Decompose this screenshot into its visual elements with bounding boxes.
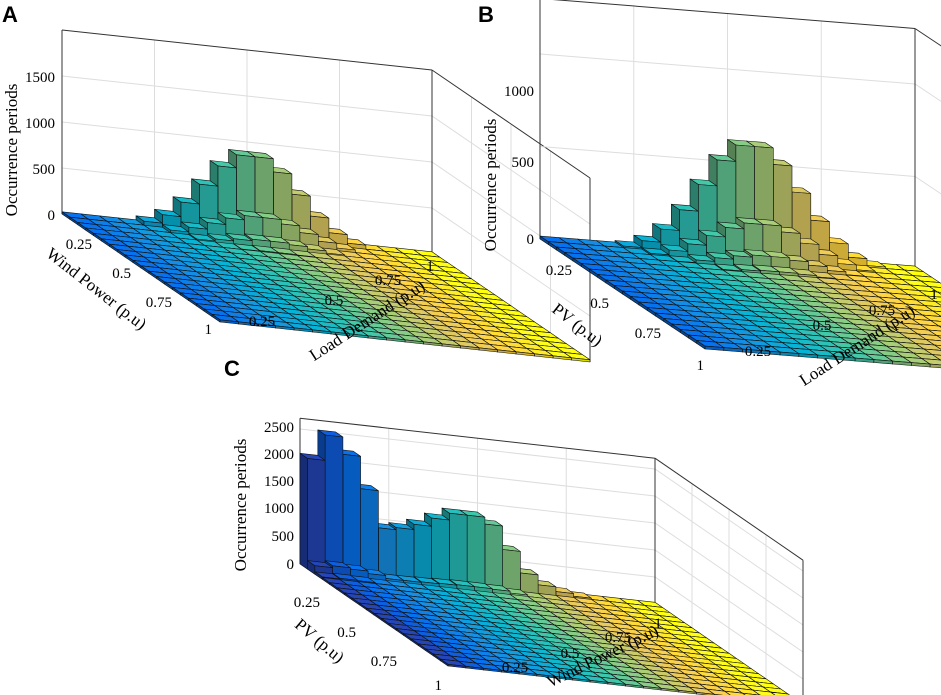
panel-b-y-ticks: 0.25 0.5 0.75 1 bbox=[546, 263, 704, 374]
panel-b-y-tick: 0.5 bbox=[590, 296, 609, 312]
panel-c-z-ticks: 0 500 1000 1500 2000 2500 bbox=[264, 420, 294, 573]
panel-b-y-tick: 1 bbox=[697, 358, 705, 374]
bar bbox=[299, 452, 326, 572]
panel-c-x-tick: 0.25 bbox=[502, 660, 528, 676]
panel-a-x-tick: 0.5 bbox=[325, 293, 344, 309]
panel-a-y-ticks: 0.25 0.5 0.75 1 bbox=[66, 237, 212, 338]
panel-b-x-tick: 0.25 bbox=[745, 344, 771, 360]
panel-a-z-label: Occurrence periods bbox=[2, 84, 21, 217]
panel-c-y-tick: 0.75 bbox=[371, 654, 397, 670]
panel-c-x-tick: 0.75 bbox=[605, 630, 631, 646]
panel-a-x-ticks: 0.25 0.5 0.75 1 bbox=[249, 259, 434, 330]
panel-c-label: C bbox=[224, 356, 240, 381]
axis-edge bbox=[431, 69, 591, 179]
panel-b-z-tick: 1000 bbox=[504, 84, 534, 100]
panel-b-z-label: Occurrence periods bbox=[481, 119, 500, 252]
panel-c-x-tick: 1 bbox=[654, 616, 662, 632]
axis-edge bbox=[552, 0, 916, 29]
panel-a-z-tick: 0 bbox=[48, 208, 56, 224]
panel-c-z-tick: 1500 bbox=[264, 474, 294, 490]
panel-c-bars bbox=[299, 429, 791, 695]
panel-b-y-tick: 0.25 bbox=[546, 263, 572, 279]
panel-a-z-tick: 1500 bbox=[25, 70, 55, 86]
panel-a-z-tick: 1000 bbox=[25, 116, 55, 132]
panel-c-y-tick: 1 bbox=[435, 678, 443, 694]
panel-c-z-tick: 1000 bbox=[264, 501, 294, 517]
axis-edge bbox=[654, 457, 804, 561]
panel-a-z-ticks: 0 500 1000 1500 bbox=[25, 70, 55, 224]
panel-c-x-tick: 0.5 bbox=[561, 646, 580, 662]
panel-a-y-tick: 0.75 bbox=[146, 295, 172, 311]
bar bbox=[440, 658, 467, 669]
panel-a-y-tick: 0.5 bbox=[112, 266, 131, 282]
panel-b-x-ticks: 0.25 0.5 0.75 1 bbox=[745, 287, 938, 360]
bar bbox=[211, 314, 239, 325]
panel-c-z-tick: 0 bbox=[287, 557, 295, 573]
panel-c-z-tick: 500 bbox=[272, 529, 295, 545]
panel-a-y-tick: 0.25 bbox=[66, 237, 92, 253]
panel-a-x-tick: 1 bbox=[426, 259, 434, 275]
panel-b-y-tick: 0.75 bbox=[635, 326, 661, 342]
panel-c-x-ticks: 0.25 0.5 0.75 1 bbox=[502, 616, 662, 676]
panel-b-z-tick: 0 bbox=[527, 232, 535, 248]
panel-b-x-tick: 0.75 bbox=[869, 303, 895, 319]
panel-a-label: A bbox=[2, 2, 18, 27]
axis-edge bbox=[61, 29, 433, 71]
panel-c-z-tick: 2500 bbox=[264, 420, 294, 436]
axis-edge bbox=[914, 28, 941, 47]
panel-b-grid bbox=[539, 0, 941, 269]
panel-a-z-tick: 500 bbox=[33, 162, 56, 178]
panel-c-z-tick: 2000 bbox=[264, 447, 294, 463]
axis-edge bbox=[299, 417, 656, 459]
panel-a-y-tick: 1 bbox=[205, 322, 213, 338]
panel-b: B Occurrence periods PV (p.u) Load Deman… bbox=[478, 0, 941, 390]
panel-a-x-tick: 0.75 bbox=[375, 273, 401, 289]
panel-c-y-tick: 0.5 bbox=[337, 625, 356, 641]
panel-a-bars bbox=[61, 149, 591, 363]
bar bbox=[696, 340, 725, 351]
panel-c-z-label: Occurrence periods bbox=[231, 439, 250, 572]
panel-b-z-ticks: 0 500 1000 bbox=[504, 84, 534, 248]
panel-c-y-ticks: 0.25 0.5 0.75 1 bbox=[294, 595, 442, 694]
panel-a-x-tick: 0.25 bbox=[249, 314, 275, 330]
panel-a: A Occurrence periods Wind Power (p.u) Lo… bbox=[2, 2, 591, 365]
panel-c-y-tick: 0.25 bbox=[294, 595, 320, 611]
panel-a-grid bbox=[61, 29, 591, 362]
panel-b-bars bbox=[539, 139, 941, 369]
panel-b-x-tick: 1 bbox=[930, 287, 938, 303]
panel-b-x-tick: 0.5 bbox=[813, 318, 832, 334]
panel-b-z-tick: 500 bbox=[512, 155, 535, 171]
panel-c: C Occurrence periods PV (p.u) Wind Power… bbox=[224, 356, 804, 695]
panel-b-label: B bbox=[478, 2, 494, 27]
